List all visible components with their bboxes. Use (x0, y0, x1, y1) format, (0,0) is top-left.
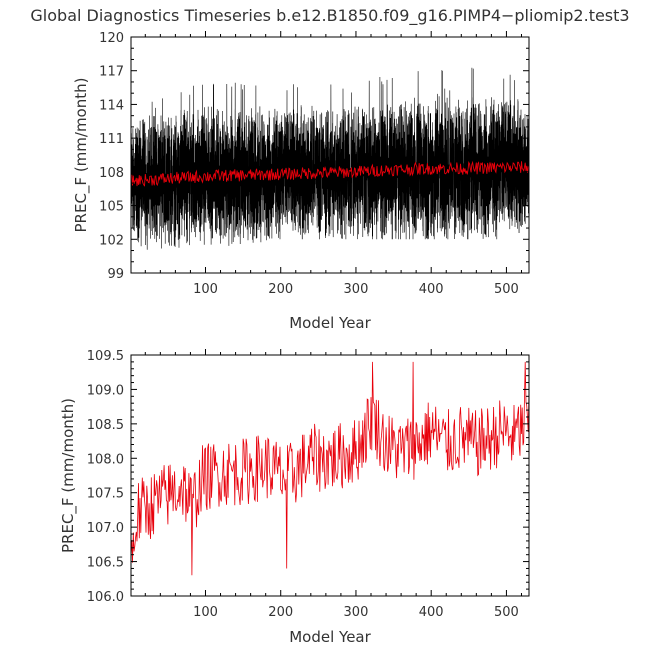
y-tick-label: 117 (99, 65, 124, 80)
y-axis-label: PREC_F (mm/month) (59, 398, 78, 553)
y-tick-label: 106.0 (87, 590, 124, 605)
y-axis-label: PREC_F (mm/month) (72, 78, 91, 233)
x-axis-label: Model Year (289, 314, 371, 332)
y-tick-label: 107.5 (87, 487, 124, 502)
plot-frame (130, 36, 530, 274)
y-tick-label: 102 (99, 233, 124, 248)
y-tick-label: 120 (99, 31, 124, 46)
annual-series-line (131, 361, 529, 576)
annual-series-line (131, 160, 529, 187)
x-tick-label: 300 (344, 282, 369, 297)
x-tick-label: 500 (494, 605, 519, 620)
y-tick-label: 106.5 (87, 556, 124, 571)
x-tick-label: 400 (419, 605, 444, 620)
y-tick-label: 105 (99, 200, 124, 215)
y-tick-label: 108.5 (87, 418, 124, 433)
x-tick-label: 200 (268, 605, 293, 620)
x-tick-label: 100 (193, 282, 218, 297)
y-tick-label: 111 (99, 132, 124, 147)
bottom-panel: 100 200 300 400 500 106.0 106.5 107.0 107.5 108.0… (59, 349, 530, 646)
x-tick-label: 500 (494, 282, 519, 297)
y-tick-label: 109.0 (87, 383, 124, 398)
y-tick-label: 108.0 (87, 452, 124, 467)
plot-area (131, 361, 529, 576)
monthly-series-line (131, 67, 529, 250)
y-tick-label: 99 (107, 267, 124, 282)
x-axis-label: Model Year (289, 628, 371, 646)
x-tick-label: 200 (268, 282, 293, 297)
x-tick-label: 300 (344, 605, 369, 620)
top-panel: 100 200 300 400 500 99 102 105 108 111 114 117 120 Mo… (72, 31, 530, 332)
x-tick-label: 100 (193, 605, 218, 620)
y-tick-label: 107.0 (87, 521, 124, 536)
plot-area (131, 67, 529, 250)
y-tick-label: 108 (99, 166, 124, 181)
plot-frame (130, 354, 530, 597)
figure-title: Global Diagnostics Timeseries b.e12.B185… (30, 6, 629, 26)
y-tick-label: 114 (99, 98, 124, 113)
x-tick-label: 400 (419, 282, 444, 297)
y-tick-label: 109.5 (87, 349, 124, 364)
